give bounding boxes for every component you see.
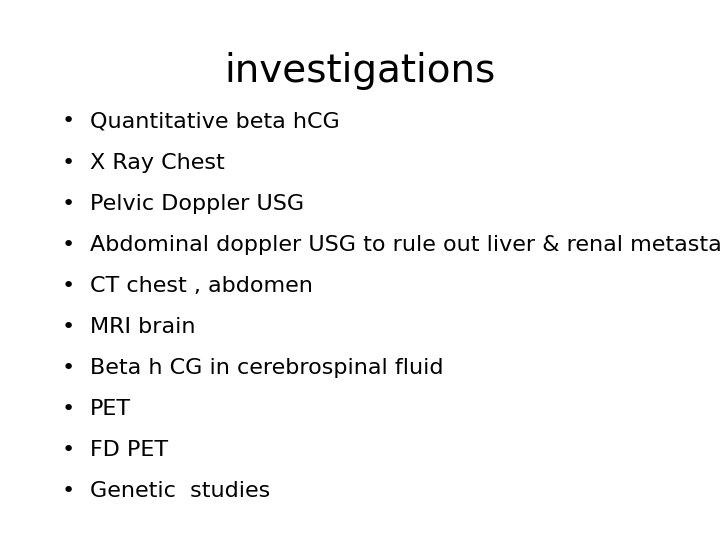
Text: Genetic  studies: Genetic studies <box>90 481 270 501</box>
Text: Abdominal doppler USG to rule out liver & renal metastasis: Abdominal doppler USG to rule out liver … <box>90 234 720 255</box>
Text: PET: PET <box>90 399 131 419</box>
Text: CT chest , abdomen: CT chest , abdomen <box>90 275 313 296</box>
Text: •: • <box>62 152 75 173</box>
Text: FD PET: FD PET <box>90 440 168 460</box>
Text: •: • <box>62 234 75 255</box>
Text: Quantitative beta hCG: Quantitative beta hCG <box>90 111 340 132</box>
Text: MRI brain: MRI brain <box>90 316 196 337</box>
Text: Beta h CG in cerebrospinal fluid: Beta h CG in cerebrospinal fluid <box>90 357 444 378</box>
Text: Pelvic Doppler USG: Pelvic Doppler USG <box>90 193 304 214</box>
Text: X Ray Chest: X Ray Chest <box>90 152 225 173</box>
Text: •: • <box>62 357 75 378</box>
Text: •: • <box>62 111 75 132</box>
Text: •: • <box>62 193 75 214</box>
Text: •: • <box>62 275 75 296</box>
Text: •: • <box>62 481 75 501</box>
Text: investigations: investigations <box>225 52 495 90</box>
Text: •: • <box>62 440 75 460</box>
Text: •: • <box>62 399 75 419</box>
Text: •: • <box>62 316 75 337</box>
